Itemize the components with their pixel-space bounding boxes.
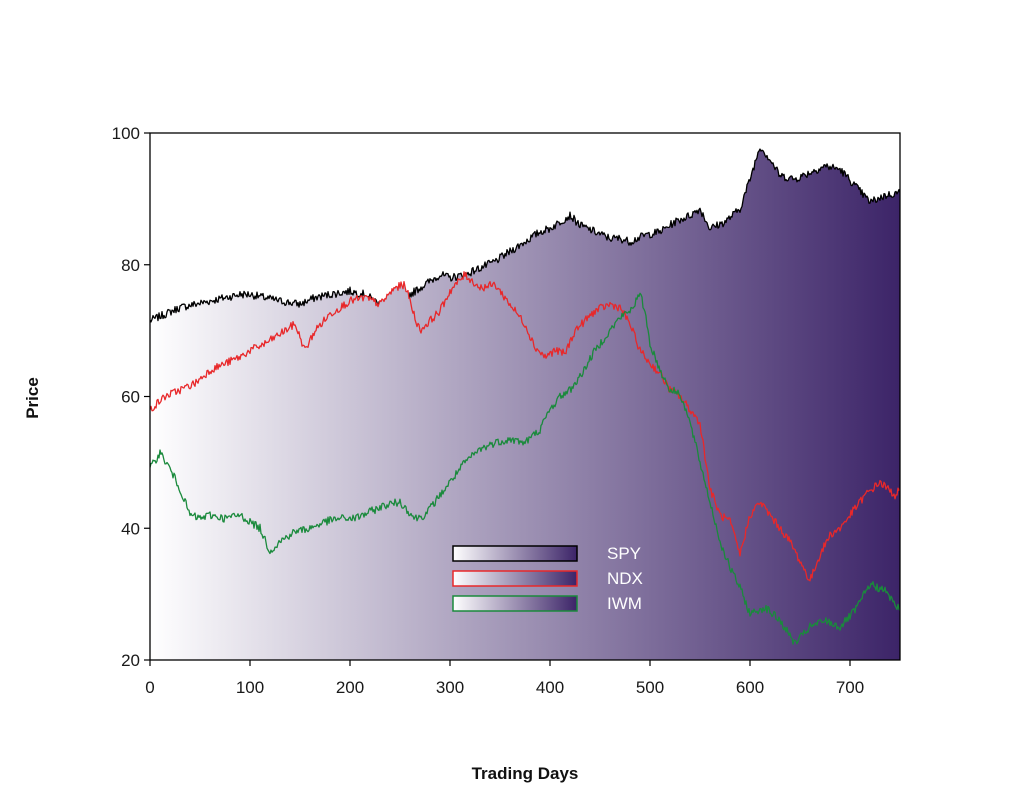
x-tick-label: 0 <box>145 678 154 697</box>
legend-label-ndx: NDX <box>607 569 643 588</box>
series-layer <box>150 148 900 660</box>
legend-label-iwm: IWM <box>607 594 642 613</box>
legend: SPY NDX IWM <box>452 544 643 613</box>
x-axis: 0 100 200 300 400 500 600 700 <box>145 660 864 697</box>
y-tick-label: 20 <box>121 651 140 670</box>
x-tick-label: 600 <box>736 678 764 697</box>
series-area-ndx <box>150 271 900 660</box>
series-line-spy <box>150 148 900 323</box>
x-tick-label: 300 <box>436 678 464 697</box>
y-tick-label: 40 <box>121 519 140 538</box>
legend-swatch-ndx <box>452 570 578 587</box>
x-tick-label: 400 <box>536 678 564 697</box>
x-tick-label: 700 <box>836 678 864 697</box>
series-line-iwm <box>150 292 900 645</box>
x-axis-title: Trading Days <box>472 764 579 783</box>
legend-swatch-iwm <box>452 595 578 612</box>
y-tick-label: 60 <box>121 388 140 407</box>
y-axis-title: Price <box>23 377 42 419</box>
x-tick-label: 200 <box>336 678 364 697</box>
y-tick-label: 80 <box>121 256 140 275</box>
legend-swatch-spy <box>452 545 578 562</box>
y-axis: 20 40 60 80 100 <box>112 124 150 670</box>
y-tick-label: 100 <box>112 124 140 143</box>
x-tick-label: 100 <box>236 678 264 697</box>
legend-label-spy: SPY <box>607 544 641 563</box>
x-tick-label: 500 <box>636 678 664 697</box>
series-line-ndx <box>150 271 900 582</box>
